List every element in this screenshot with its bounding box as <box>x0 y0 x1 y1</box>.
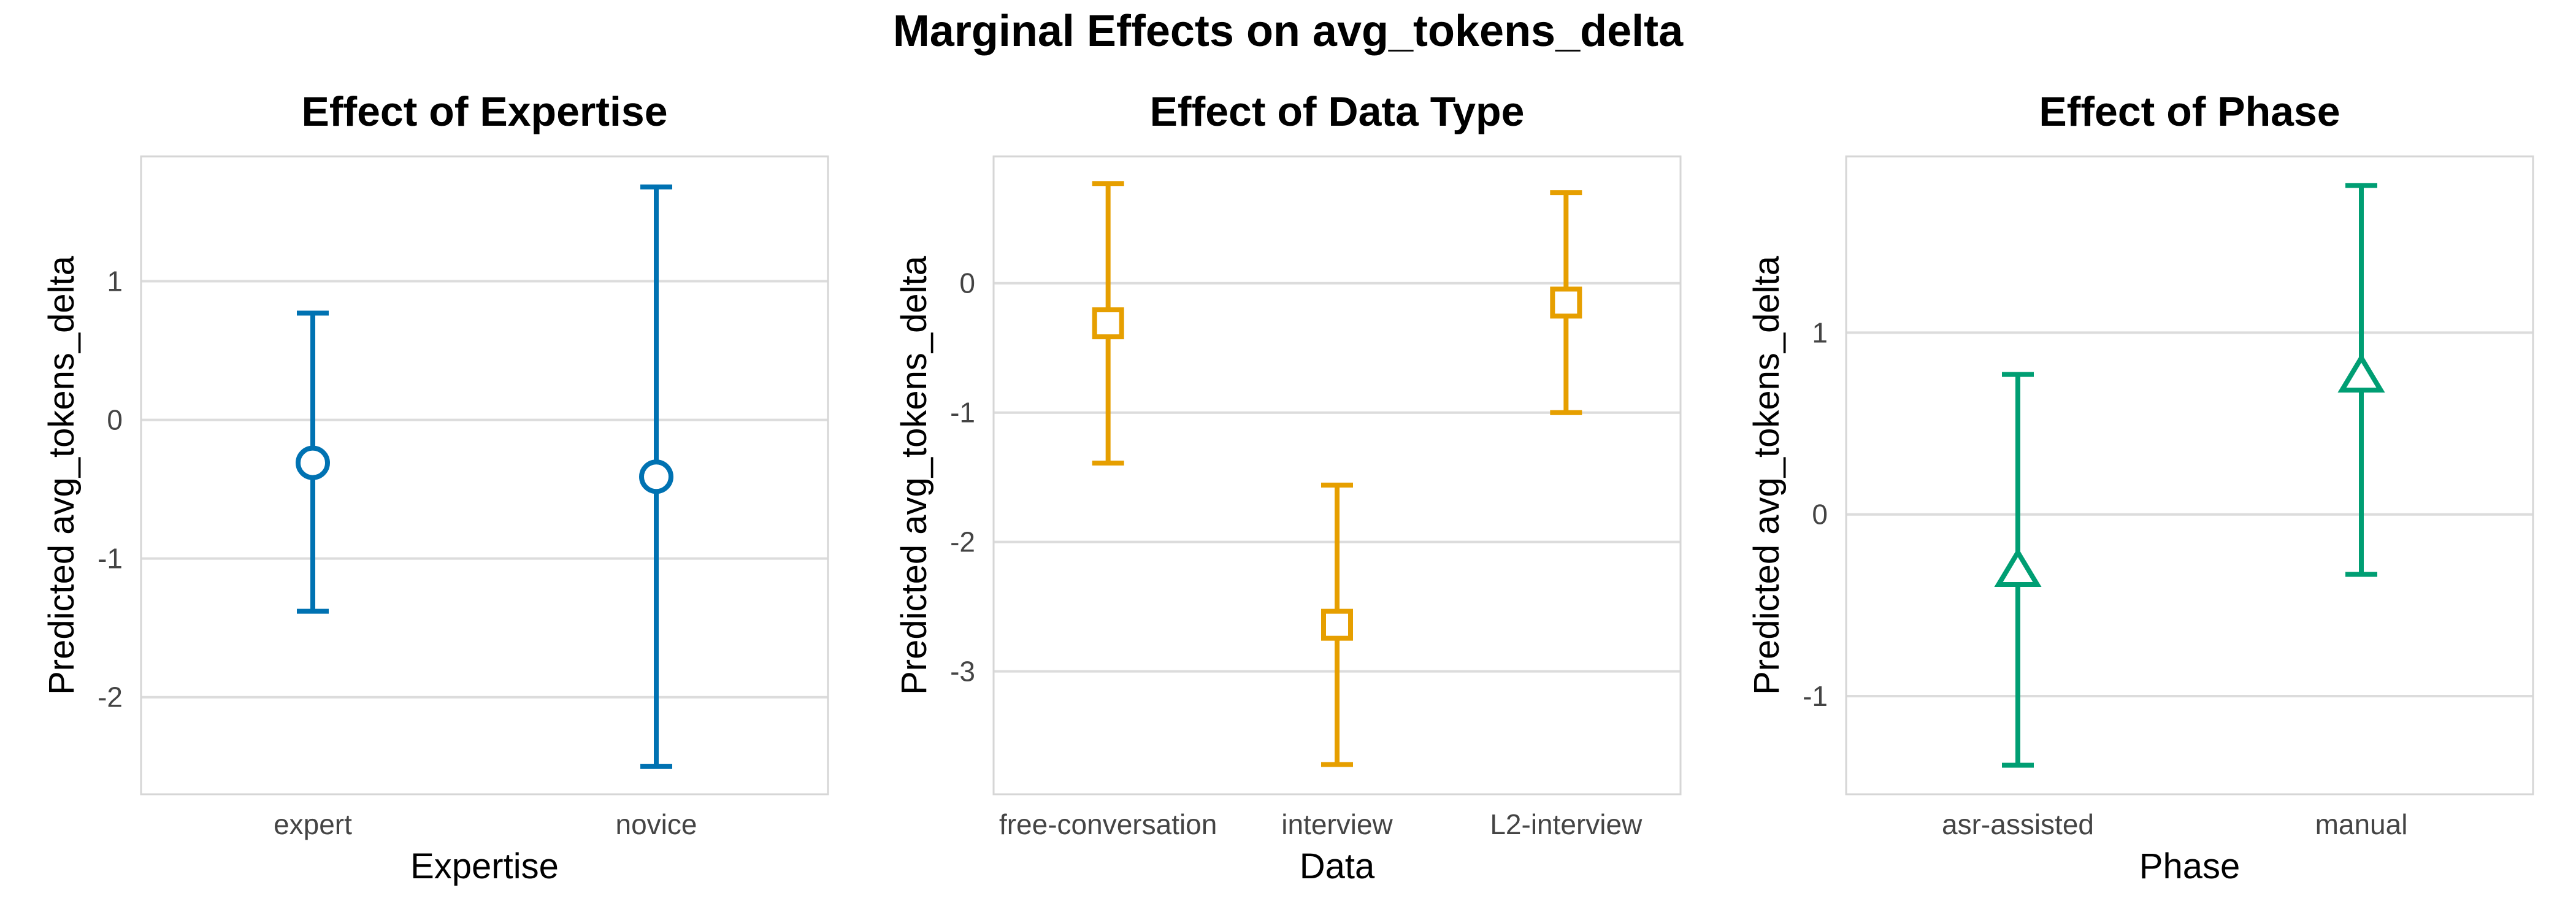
y-axis-label: Predicted avg_tokens_delta <box>42 255 82 695</box>
x-tick-label: interview <box>1281 808 1393 840</box>
panel-3: Effect of Phase 1 0 -1 Predicted avg_tokens_… <box>1747 88 2534 886</box>
point-marker <box>2337 353 2385 393</box>
panel-2: Effect of Data Type 0 -1 -2 -3 Predicted avg_… <box>894 88 1682 886</box>
y-tick-label: 1 <box>107 265 123 297</box>
x-axis-label: Data <box>1300 846 1375 886</box>
point-marker <box>1994 547 2042 588</box>
x-axis-label: Phase <box>2139 846 2240 886</box>
figure-title: Marginal Effects on avg_tokens_delta <box>892 7 1684 56</box>
x-tick-label: expert <box>274 808 352 840</box>
x-tick-label: manual <box>2315 808 2408 840</box>
y-tick-label: 1 <box>1812 316 1828 348</box>
y-axis-label: Predicted avg_tokens_delta <box>894 255 934 695</box>
y-tick-label: -1 <box>1803 680 1828 712</box>
panel-frame <box>992 155 1682 795</box>
y-tick-label: 0 <box>107 404 123 436</box>
y-tick-label: -2 <box>950 526 975 558</box>
x-tick-label: free-conversation <box>999 808 1217 840</box>
panel-title: Effect of Expertise <box>301 88 667 135</box>
y-tick-label: 0 <box>1812 499 1828 531</box>
y-tick-label: -1 <box>98 543 123 575</box>
x-tick-label: novice <box>616 808 697 840</box>
panel-frame <box>140 155 829 795</box>
x-tick-label: L2-interview <box>1490 808 1643 840</box>
point-marker <box>639 459 673 494</box>
panel-frame <box>1845 155 2534 795</box>
point-marker <box>1550 286 1582 319</box>
y-tick-label: 0 <box>959 267 975 299</box>
x-axis-label: Expertise <box>410 846 559 886</box>
panel-title: Effect of Phase <box>2039 88 2340 135</box>
y-tick-label: -3 <box>950 656 975 688</box>
panel-title: Effect of Data Type <box>1150 88 1525 135</box>
x-tick-label: asr-assisted <box>1942 808 2094 840</box>
point-marker <box>1092 307 1124 340</box>
y-axis-label: Predicted avg_tokens_delta <box>1747 255 1787 695</box>
panel-1: Effect of Expertise 1 0 -1 -2 Predicted avg_t… <box>42 88 829 886</box>
y-tick-label: -1 <box>950 397 975 429</box>
point-marker <box>1321 608 1353 641</box>
point-marker <box>296 445 330 480</box>
y-tick-label: -2 <box>98 681 123 713</box>
